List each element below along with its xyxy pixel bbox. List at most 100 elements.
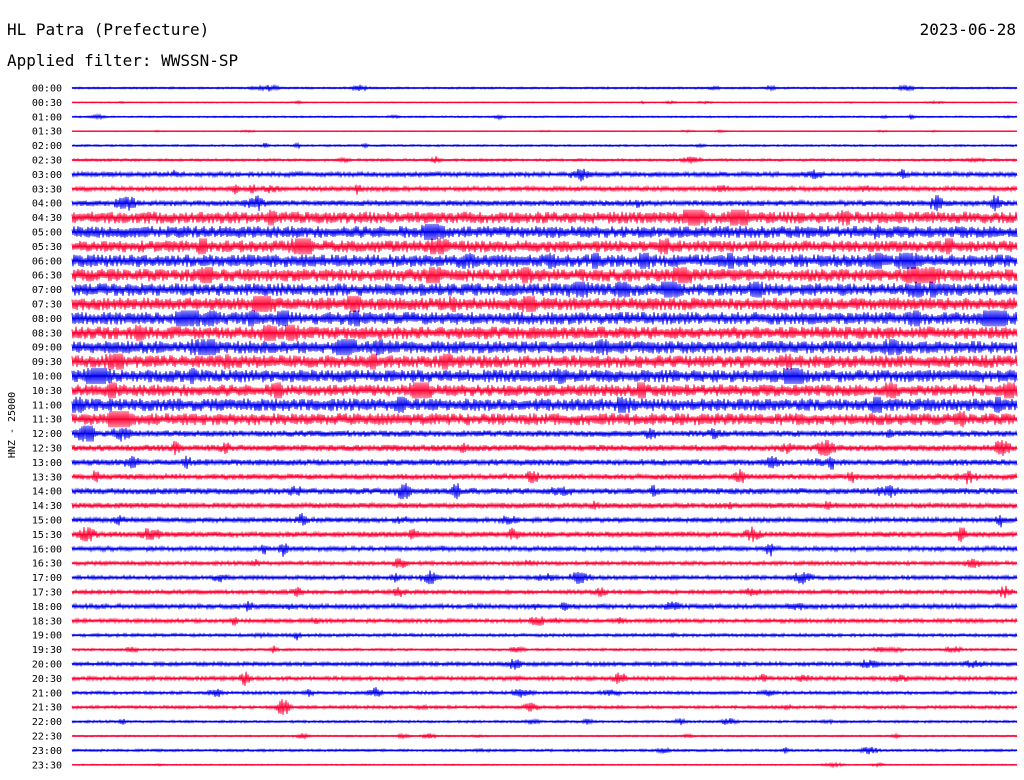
row-time-label: 10:00 [32, 372, 62, 383]
seismic-trace-line [71, 687, 1018, 698]
row-time-label: 11:30 [32, 415, 62, 426]
row-time-label: 05:00 [32, 228, 62, 239]
seismic-trace-line [71, 746, 1018, 755]
row-time-label: 14:30 [32, 501, 62, 512]
seismic-traces [71, 83, 1018, 769]
row-time-label: 13:00 [32, 458, 62, 469]
seismic-trace-line [71, 425, 1018, 442]
seismic-trace-line [71, 513, 1018, 528]
seismic-trace-line [71, 585, 1018, 599]
row-time-label: 08:30 [32, 328, 62, 339]
station-title: HL Patra (Prefecture) [7, 20, 210, 39]
seismic-trace-line [71, 223, 1018, 241]
filter-label: Applied filter: WWSSN-SP [7, 51, 239, 70]
seismic-trace-line [71, 469, 1018, 485]
seismic-trace-line [71, 500, 1018, 510]
seismic-trace-line [71, 455, 1018, 470]
row-time-label: 23:30 [32, 760, 62, 771]
seismic-trace-line [71, 281, 1018, 298]
y-axis-label: HNZ - 25000 [7, 392, 18, 458]
seismic-trace-line [71, 184, 1018, 195]
row-labels: 00:00 00:30 01:00 01:30 02:00 02:30 03:00 03:30… [32, 84, 62, 772]
row-time-label: 08:00 [32, 314, 62, 325]
seismic-trace-line [71, 732, 1018, 740]
row-time-label: 17:30 [32, 588, 62, 599]
seismic-trace-line [71, 543, 1018, 557]
seismic-trace-line [71, 483, 1018, 500]
row-time-label: 18:00 [32, 602, 62, 613]
row-time-label: 03:30 [32, 184, 62, 195]
seismic-trace-line [71, 526, 1018, 543]
seismic-trace-line [71, 83, 1018, 92]
seismic-trace-line [71, 156, 1018, 164]
row-time-label: 01:00 [32, 112, 62, 123]
row-time-label: 12:00 [32, 429, 62, 440]
row-time-label: 10:30 [32, 386, 62, 397]
seismic-trace-line [71, 195, 1018, 212]
row-time-label: 21:00 [32, 688, 62, 699]
seismic-trace-line [71, 168, 1018, 182]
seismic-trace-line [71, 761, 1018, 769]
row-time-label: 23:00 [32, 746, 62, 757]
row-time-label: 05:30 [32, 242, 62, 253]
row-time-label: 16:00 [32, 544, 62, 555]
seismic-trace-line [71, 570, 1018, 585]
seismic-trace-line [71, 367, 1018, 385]
row-time-label: 20:30 [32, 674, 62, 685]
seismic-trace-line [71, 396, 1018, 413]
seismic-trace-line [71, 658, 1018, 670]
seismic-trace-line [71, 382, 1018, 399]
seismic-trace-line [71, 558, 1018, 569]
row-time-label: 14:00 [32, 487, 62, 498]
seismic-trace-line [71, 252, 1018, 269]
seismic-trace-line [71, 324, 1018, 341]
row-time-label: 17:00 [32, 573, 62, 584]
seismic-trace-line [71, 238, 1018, 255]
row-time-label: 07:00 [32, 285, 62, 296]
seismic-trace-line [71, 113, 1018, 121]
seismic-trace-line [71, 267, 1018, 284]
row-time-label: 18:30 [32, 616, 62, 627]
row-time-label: 21:30 [32, 703, 62, 714]
row-time-label: 22:30 [32, 732, 62, 743]
seismic-trace-line [71, 339, 1018, 356]
row-time-label: 02:30 [32, 156, 62, 167]
row-time-label: 00:30 [32, 98, 62, 109]
row-time-label: 04:30 [32, 213, 62, 224]
row-time-label: 16:30 [32, 559, 62, 570]
seismic-trace-line [71, 717, 1018, 726]
seismic-trace-line [71, 439, 1018, 457]
seismic-trace-line [71, 699, 1018, 715]
seismic-trace-line [71, 645, 1018, 654]
row-time-label: 04:00 [32, 199, 62, 210]
seismic-trace-line [71, 353, 1018, 370]
row-time-label: 06:30 [32, 271, 62, 282]
row-time-label: 22:00 [32, 717, 62, 728]
seismic-trace-line [71, 99, 1018, 105]
seismic-trace-line [71, 141, 1018, 150]
row-time-label: 13:30 [32, 472, 62, 483]
seismic-trace-line [71, 411, 1018, 428]
row-time-label: 15:30 [32, 530, 62, 541]
row-time-label: 02:00 [32, 141, 62, 152]
row-time-label: 20:00 [32, 660, 62, 671]
row-time-label: 09:30 [32, 357, 62, 368]
row-time-label: 07:30 [32, 300, 62, 311]
seismic-trace-line [71, 129, 1018, 134]
row-time-label: 19:00 [32, 631, 62, 642]
row-time-label: 19:30 [32, 645, 62, 656]
row-time-label: 11:00 [32, 400, 62, 411]
row-time-label: 01:30 [32, 127, 62, 138]
row-time-label: 15:00 [32, 516, 62, 527]
row-time-label: 09:00 [32, 343, 62, 354]
seismic-trace-line [71, 601, 1018, 612]
seismic-trace-line [71, 295, 1018, 313]
seismic-trace-line [71, 310, 1018, 327]
row-time-label: 00:00 [32, 84, 62, 95]
row-time-label: 06:00 [32, 256, 62, 267]
seismic-trace-line [71, 671, 1018, 686]
row-time-label: 03:00 [32, 170, 62, 181]
date-label: 2023-06-28 [919, 20, 1016, 39]
seismic-trace-line [71, 616, 1018, 626]
